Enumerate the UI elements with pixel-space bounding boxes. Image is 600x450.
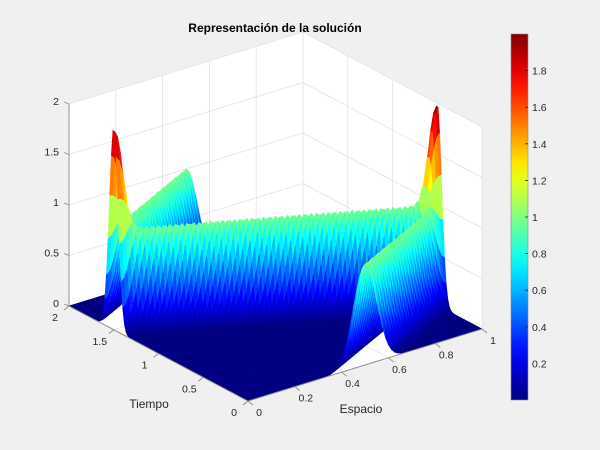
chart-title: Representación de la solución [188, 21, 361, 35]
grid-line [302, 82, 483, 178]
grid-line [68, 31, 304, 105]
grid-line [68, 82, 304, 155]
grid-line [302, 132, 483, 229]
grid-line [302, 31, 483, 128]
surface-plot [68, 105, 483, 402]
